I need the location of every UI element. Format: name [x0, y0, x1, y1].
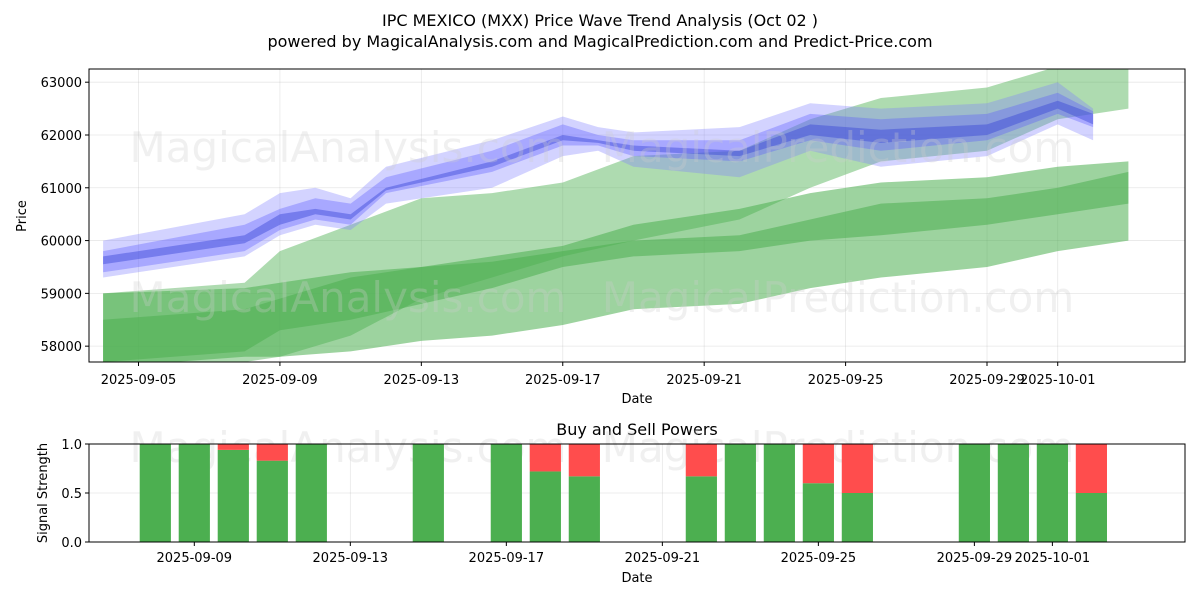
buy-sell-y-axis-label: Signal Strength — [36, 443, 51, 543]
buy-sell-x-tick-label: 2025-10-01 — [1015, 551, 1091, 566]
buy-sell-bars — [139, 444, 1107, 542]
buy-sell-x-axis-label: Date — [621, 571, 652, 586]
buy-sell-x-tick-label: 2025-09-17 — [469, 551, 545, 566]
price-x-tick-label: 2025-10-01 — [1020, 373, 1096, 388]
sell-bar — [217, 444, 249, 450]
buy-bar — [412, 444, 444, 542]
buy-bar — [841, 493, 873, 542]
buy-sell-title: Buy and Sell Powers — [556, 420, 718, 439]
watermark-top-left: MagicalAnalysis.com — [130, 123, 567, 172]
sell-bar — [568, 444, 600, 477]
blue-band-area — [103, 92, 1094, 273]
buy-bar — [568, 476, 600, 542]
price-x-ticks: 2025-09-05 2025-09-09 2025-09-13 2025-09-17… — [101, 362, 1096, 388]
buy-bar — [256, 460, 288, 542]
buy-bar — [529, 471, 561, 542]
buy-bar — [997, 444, 1029, 542]
buy-sell-y-tick-label: 0.5 — [61, 487, 82, 502]
price-wave-plot: MagicalAnalysis.com MagicalPrediction.co… — [15, 68, 1186, 407]
buy-bar — [724, 444, 756, 542]
buy-bar — [490, 444, 522, 542]
price-y-tick-label: 59000 — [41, 287, 82, 302]
sell-bar — [841, 444, 873, 493]
watermark-bottom-right: MagicalPrediction.com — [602, 423, 1075, 472]
buy-sell-x-tick-label: 2025-09-25 — [781, 551, 857, 566]
main-chart-subtitle: powered by MagicalAnalysis.com and Magic… — [267, 32, 932, 51]
watermark-mid-right: MagicalPrediction.com — [602, 273, 1075, 322]
price-x-axis-label: Date — [621, 392, 652, 407]
buy-bar — [1075, 493, 1107, 542]
sell-bar — [529, 444, 561, 472]
sell-bar — [256, 444, 288, 461]
buy-sell-x-ticks: 2025-09-09 2025-09-13 2025-09-17 2025-09-21… — [157, 542, 1091, 566]
blue-bands — [103, 82, 1094, 278]
price-y-axis-label: Price — [15, 200, 30, 232]
price-y-tick-label: 60000 — [41, 235, 82, 250]
price-x-tick-label: 2025-09-29 — [949, 373, 1025, 388]
buy-bar — [178, 444, 210, 542]
buy-bar — [217, 449, 249, 542]
green-band-area — [103, 171, 1129, 362]
buy-sell-x-tick-label: 2025-09-09 — [157, 551, 233, 566]
sell-bar — [1075, 444, 1107, 493]
price-y-tick-label: 63000 — [41, 76, 82, 91]
price-y-tick-label: 62000 — [41, 129, 82, 144]
blue-band-area — [103, 82, 1094, 278]
buy-sell-y-ticks: 0.0 0.5 1.0 — [61, 438, 89, 551]
buy-bar — [685, 476, 717, 542]
price-x-tick-label: 2025-09-25 — [808, 373, 884, 388]
price-y-tick-label: 61000 — [41, 182, 82, 197]
buy-bar — [802, 483, 834, 542]
price-plot-frame — [88, 68, 1186, 363]
price-x-tick-label: 2025-09-05 — [101, 373, 177, 388]
buy-sell-x-tick-label: 2025-09-13 — [313, 551, 389, 566]
blue-band-area — [103, 100, 1094, 265]
price-x-tick-label: 2025-09-09 — [242, 373, 318, 388]
price-x-tick-label: 2025-09-13 — [384, 373, 460, 388]
main-chart-title: IPC MEXICO (MXX) Price Wave Trend Analys… — [382, 11, 818, 30]
buy-sell-plot-frame — [88, 443, 1186, 543]
buy-bar — [139, 444, 171, 542]
buy-bar — [295, 444, 327, 542]
buy-sell-plot: Buy and Sell Powers MagicalAnalysis.com … — [36, 420, 1186, 586]
price-x-tick-label: 2025-09-17 — [525, 373, 601, 388]
buy-bar — [1036, 444, 1068, 542]
buy-sell-x-tick-label: 2025-09-21 — [625, 551, 701, 566]
buy-sell-x-tick-label: 2025-09-29 — [937, 551, 1013, 566]
price-y-ticks: 58000 59000 60000 61000 62000 63000 — [41, 76, 89, 355]
buy-sell-y-tick-label: 0.0 — [61, 536, 82, 551]
watermark-mid-left: MagicalAnalysis.com — [130, 273, 567, 322]
price-y-tick-label: 58000 — [41, 340, 82, 355]
sell-bar — [685, 444, 717, 477]
buy-bar — [958, 444, 990, 542]
price-x-tick-label: 2025-09-21 — [666, 373, 742, 388]
buy-bar — [763, 444, 795, 542]
green-bands — [103, 69, 1129, 362]
watermark-top-right: MagicalPrediction.com — [602, 123, 1075, 172]
sell-bar — [802, 444, 834, 484]
buy-sell-y-tick-label: 1.0 — [61, 438, 82, 453]
